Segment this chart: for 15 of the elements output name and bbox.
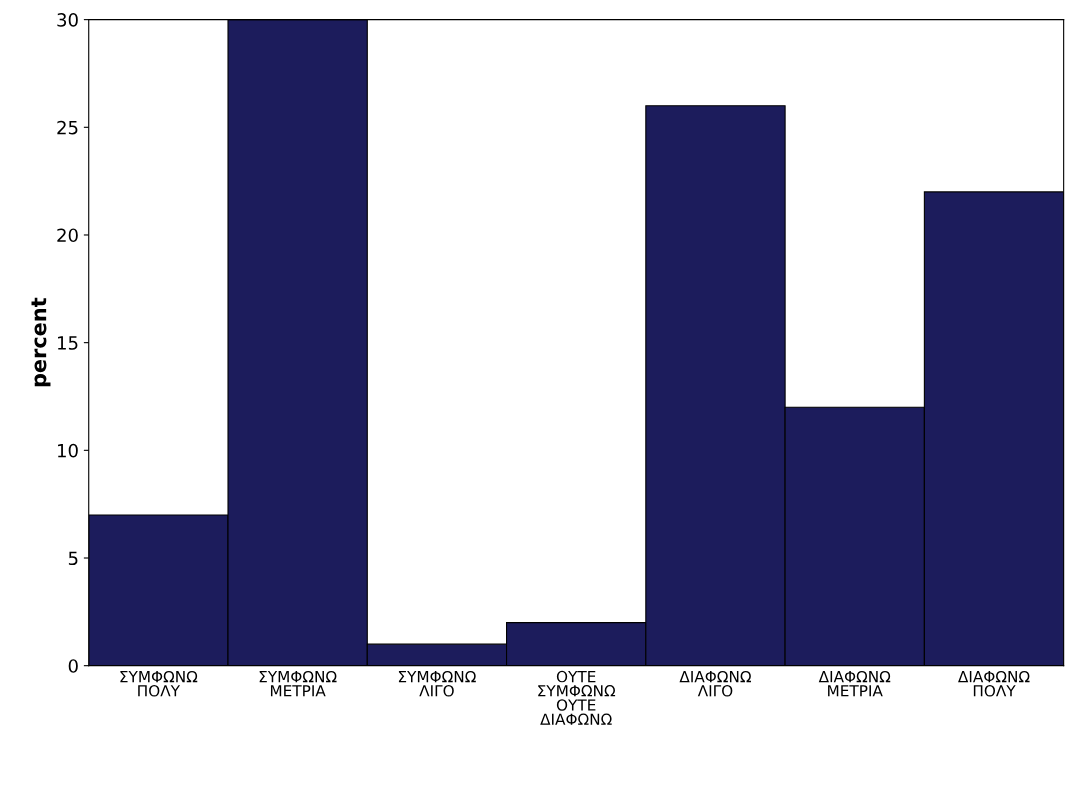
x-tick-label: ΔΙΑΦΩΝΩ ΛΙΓΟ <box>679 670 751 697</box>
y-tick-label: 30 <box>57 13 78 27</box>
x-tick-label: ΣΥΜΦΩΝΩ ΠΟΛΥ <box>120 670 198 697</box>
y-tick-label: 20 <box>57 228 78 243</box>
x-tick-label: ΔΙΑΦΩΝΩ ΜΕΤΡΙΑ <box>818 670 891 697</box>
y-axis-title: percent <box>31 297 51 387</box>
y-tick-label: 15 <box>58 336 78 350</box>
y-tick-label: 5 <box>68 551 78 566</box>
x-tick-label: ΟΥΤΕ ΣΥΜΦΩΝΩ ΟΥΤΕ ΔΙΑΦΩΝΩ <box>538 670 616 725</box>
y-tick-label: 10 <box>58 443 78 458</box>
y-tick-label: 25 <box>57 120 78 135</box>
x-tick-label: ΣΥΜΦΩΝΩ ΜΕΤΡΙΑ <box>259 670 337 697</box>
x-tick-label: ΔΙΑΦΩΝΩ ΠΟΛΥ <box>958 670 1030 697</box>
y-tick-label: 0 <box>68 659 78 673</box>
x-tick-label: ΣΥΜΦΩΝΩ ΛΙΓΟ <box>398 670 476 697</box>
